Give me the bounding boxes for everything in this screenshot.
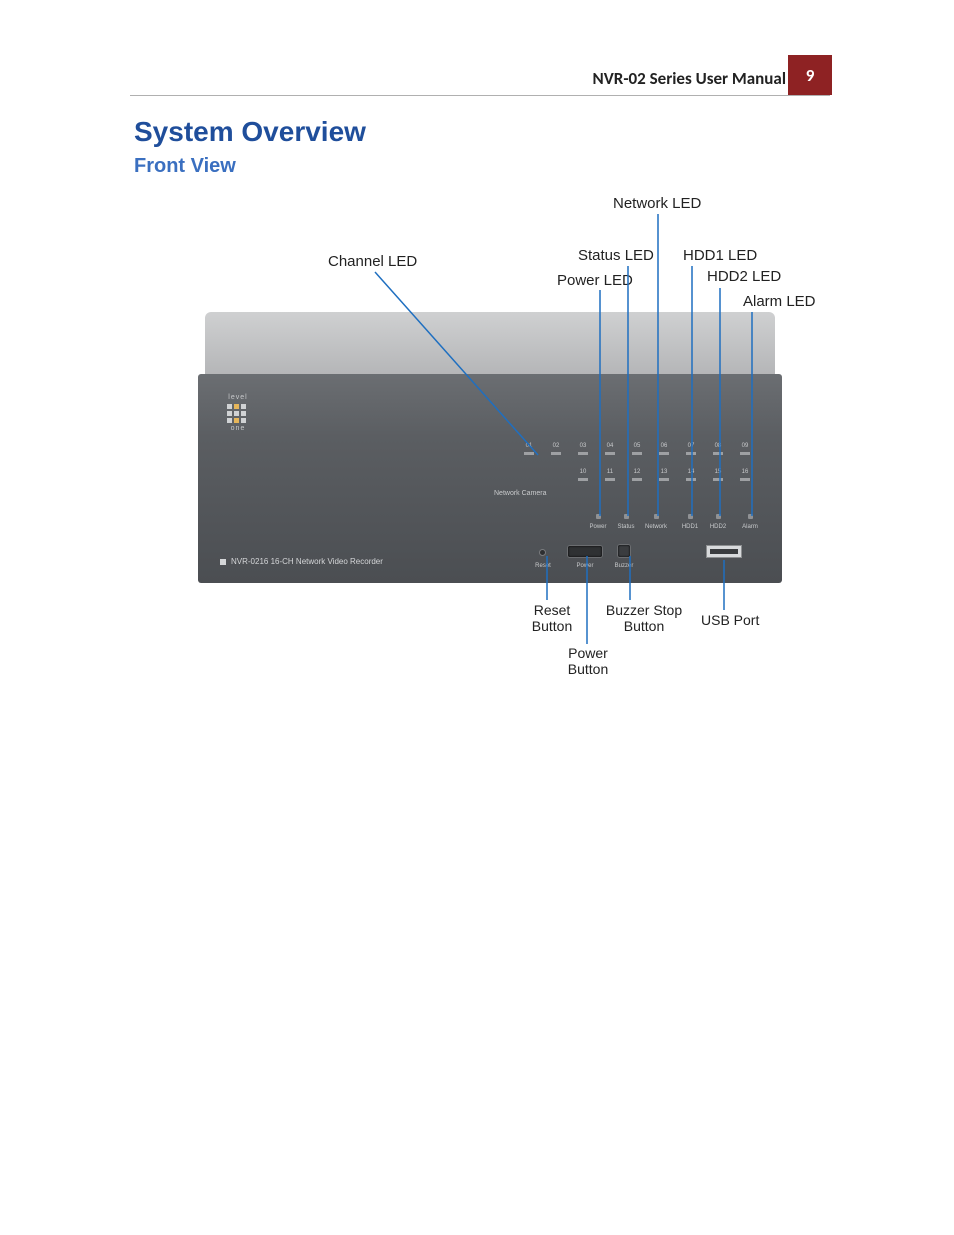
device-front-view: level one NVR-0216 16-CH Network Video R… [198,312,782,583]
callout-buzzer-stop: Buzzer Stop Button [594,602,694,634]
power-button-graphic [568,546,602,557]
buzzer-button-graphic [618,545,630,557]
page: NVR-02 Series User Manual 9 System Overv… [0,0,954,1235]
heading-system-overview: System Overview [134,116,366,148]
callout-usb-port: USB Port [701,612,759,628]
usb-port-graphic [706,545,742,558]
callout-hdd1-led: HDD1 LED [683,247,757,264]
heading-front-view: Front View [134,155,236,178]
status-led-row: Power Status Network HDD1 HDD2 Alarm [596,514,766,534]
device-face-panel: level one NVR-0216 16-CH Network Video R… [198,374,782,583]
front-controls: Reset Power Buzzer [534,544,754,574]
device-top-panel [205,312,775,374]
callout-network-led: Network LED [613,195,701,212]
network-camera-label: Network Camera [494,490,547,497]
leader-lines [0,0,954,1235]
reset-pinhole [540,550,545,555]
callout-reset-button: Reset Button [527,602,577,634]
callout-power-button: Power Button [558,645,618,677]
header-title: NVR-02 Series User Manual [593,68,786,89]
callout-channel-led: Channel LED [328,253,417,270]
callout-alarm-led: Alarm LED [743,293,816,310]
callout-power-led: Power LED [557,272,633,289]
callout-status-led: Status LED [578,247,654,264]
logo-text-bottom: one [220,425,256,433]
product-model-label: NVR-0216 16-CH Network Video Recorder [220,557,383,566]
callout-hdd2-led: HDD2 LED [707,268,781,285]
header-rule [130,95,830,96]
logo-text-top: level [220,394,256,402]
page-number: 9 [788,55,832,95]
brand-logo: level one [220,394,256,434]
